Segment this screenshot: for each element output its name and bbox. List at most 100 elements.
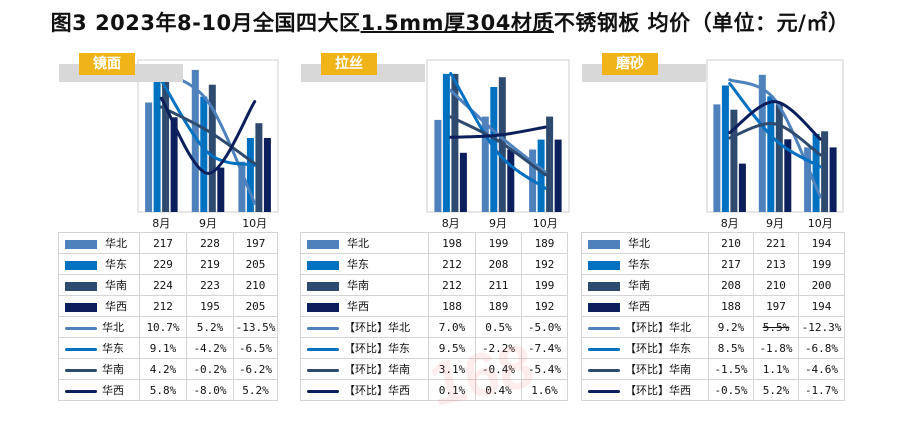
table-cell: 228 [186,232,234,254]
table-cell: 200 [798,274,845,296]
line-华东 [728,82,822,169]
table-cell: 189 [475,295,522,317]
table-cell: 208 [475,253,522,275]
legend-key [65,368,97,372]
line-华南 [728,122,822,157]
table-cell: 3.1% [428,358,476,380]
table-cell: 205 [233,253,278,275]
table-row: 华西 188 189 192 [300,295,568,317]
bar-华南-2 [546,116,554,212]
row-label: 华东 [628,258,650,271]
table-cell: 210 [753,274,799,296]
table-cell: 9.2% [708,316,754,338]
table-row: 华北 10.7% 5.2% -13.5% [58,316,278,338]
table-cell: -6.8% [798,337,845,359]
table-cell: 212 [428,253,476,275]
table-cell: 229 [139,253,187,275]
line-华西 [449,125,547,139]
table-cell: 0.5% [475,316,522,338]
table-cell: 5.2% [186,316,234,338]
line-华南 [159,105,257,166]
bar-华北-0 [434,119,442,212]
table-cell: -2.2% [475,337,522,359]
legend-key [65,326,97,330]
table-cell: 224 [139,274,187,296]
table-row: 【环比】华西 0.1% 0.4% 1.6% [300,379,568,401]
table-cell: 210 [233,274,278,296]
legend-key [588,281,620,291]
bar-华南-2 [255,123,263,212]
table-cell: 211 [475,274,522,296]
table-cell: 5.8% [139,379,187,401]
legend-key [65,281,97,291]
bar-华西-2 [554,139,562,212]
panel-tag-label: 磨砂 [602,53,658,75]
row-label: 华东 [347,258,369,271]
row-label: 【环比】华东 [625,342,691,355]
line-华西 [728,100,822,141]
line-华东 [159,78,257,167]
legend-key [65,347,97,351]
table-cell: 192 [521,253,568,275]
table-cell: 195 [186,295,234,317]
plot-area [426,59,570,213]
table-row: 【环比】华南 3.1% -0.4% -5.4% [300,358,568,380]
table-cell: 194 [798,295,845,317]
legend-key [588,347,620,351]
bar-华东-2 [812,134,820,212]
title-prefix: 图3 2023年8-10月全国四大区 [50,11,361,35]
row-label: 【环比】华西 [344,384,410,397]
x-tick-label: 10月 [242,217,267,230]
bar-华南-0 [730,109,738,212]
row-label: 【环比】华南 [344,363,410,376]
table-cell: -8.0% [186,379,234,401]
bar-华东-0 [153,67,161,212]
legend-key [307,389,339,393]
legend-key [65,260,97,270]
table-cell: 212 [139,295,187,317]
data-table: 华北 210 221 194 华东 217 213 199 华南 208 210 200 华西 188 19… [581,232,845,401]
table-row: 【环比】华南 -1.5% 1.1% -4.6% [581,358,845,380]
row-label: 华北 [628,237,650,250]
table-cell: 199 [475,232,522,254]
bar-华西-2 [263,138,271,212]
bar-华东-1 [200,96,208,212]
row-label: 华西 [628,300,650,313]
legend-key [307,239,339,249]
legend-key [588,260,620,270]
data-table: 华北 198 199 189 华东 212 208 192 华南 212 211 199 华西 188 18… [300,232,568,401]
bar-华北-0 [713,104,721,212]
table-cell: 197 [753,295,799,317]
row-label: 华西 [102,384,124,397]
row-label: 【环比】华南 [625,363,691,376]
table-cell: 8.5% [708,337,754,359]
legend-key [65,389,97,393]
bar-华西-0 [459,152,467,212]
bar-华北-1 [481,116,489,212]
bar-华西-1 [784,139,792,212]
row-label: 华东 [105,258,127,271]
table-row: 华东 9.1% -4.2% -6.5% [58,337,278,359]
legend-key [65,302,97,312]
row-label: 华西 [105,300,127,313]
legend-key [588,368,620,372]
table-row: 华南 208 210 200 [581,274,845,296]
x-tick-label: 9月 [489,217,507,230]
panel-matte: 8月 9月 10月 磨砂 华北 210 221 194 华东 217 213 199 华南 208 21… [580,44,880,416]
plot-area [706,59,844,213]
table-cell: -0.5% [708,379,754,401]
table-row: 华西 5.8% -8.0% 5.2% [58,379,278,401]
legend-key [65,239,97,249]
bar-华西-0 [170,117,178,212]
chart-title: 图3 2023年8-10月全国四大区1.5mm厚304材质不锈钢板 均价（单位：… [0,7,900,37]
bar-华东-1 [767,96,775,212]
table-cell: 192 [521,295,568,317]
title-underlined: 1.5mm厚304材质 [360,11,554,35]
table-row: 华东 217 213 199 [581,253,845,275]
table-cell: 212 [428,274,476,296]
table-cell: -6.5% [233,337,278,359]
table-cell: 210 [708,232,754,254]
legend-key [307,302,339,312]
bar-华西-2 [829,147,837,212]
table-cell: 1.6% [521,379,568,401]
